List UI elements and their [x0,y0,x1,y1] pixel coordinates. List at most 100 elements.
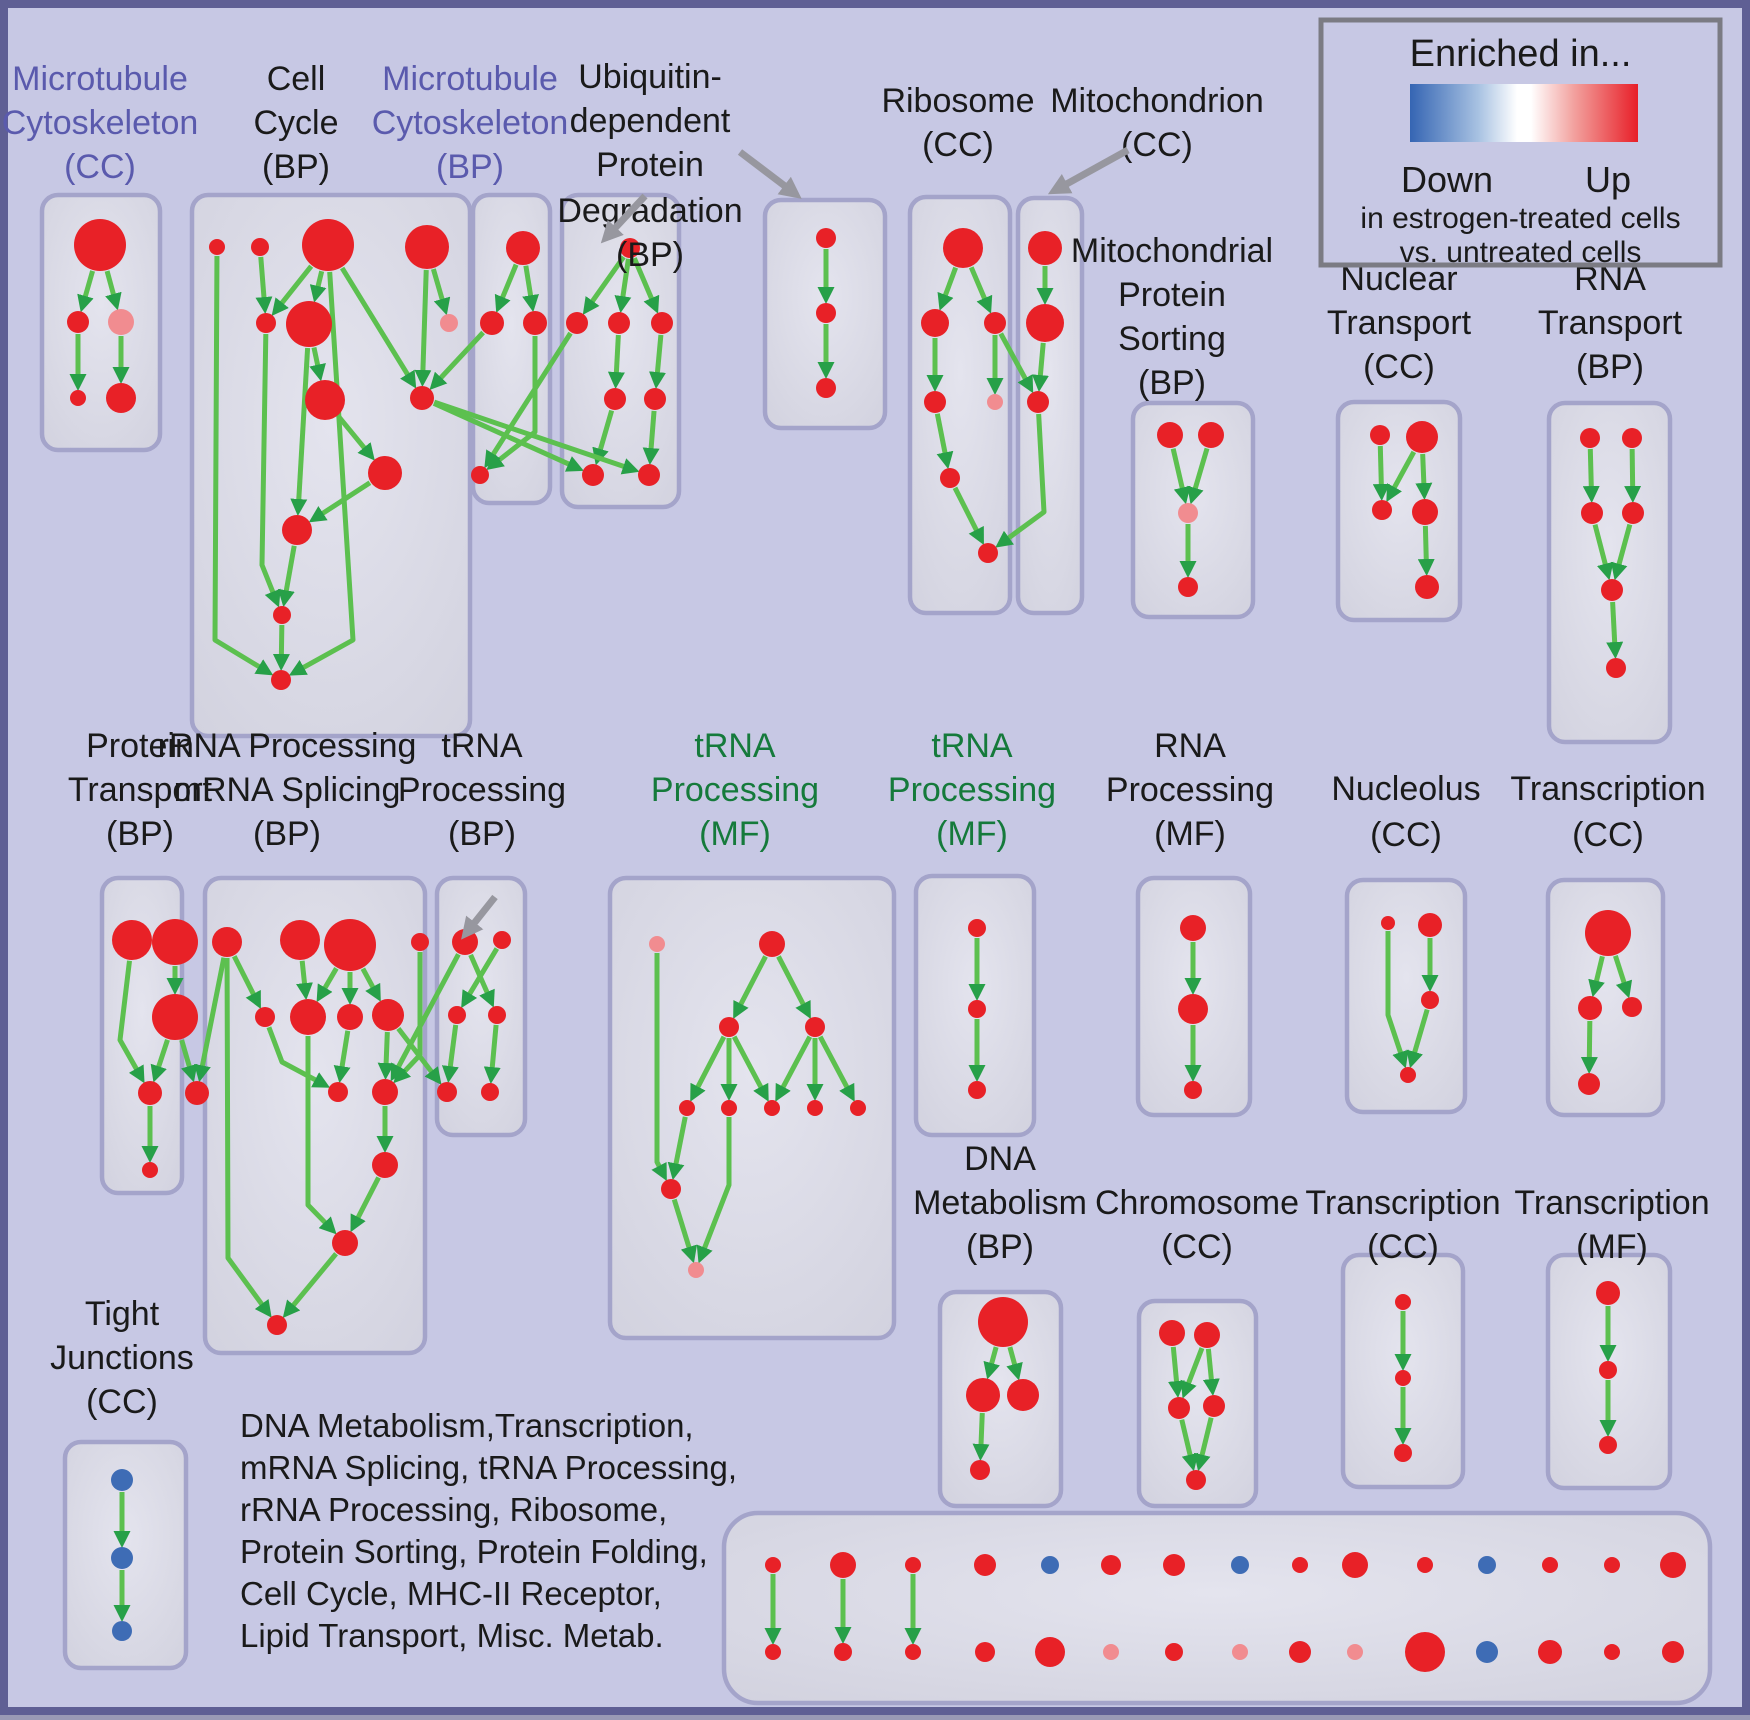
go-term-node-ms1 [1157,422,1183,448]
go-term-node-tc2 [1578,996,1602,1020]
go-term-node-m6 [721,1100,737,1116]
edge-nt2-nt4 [1423,454,1424,484]
go-term-node-wb1 [765,1644,781,1660]
cluster-label-line: (CC) [1121,126,1193,164]
go-term-node-A2 [67,311,89,333]
go-term-node-rt2 [1622,428,1642,448]
edge-u3-u5 [616,335,618,373]
go-term-node-wb6 [1103,1644,1119,1660]
go-term-node-nt2 [1406,421,1438,453]
go-term-node-p4 [138,1081,162,1105]
cluster-label-line: dependent [570,102,731,140]
go-term-node-mb2 [480,311,504,335]
go-term-node-m3 [719,1017,739,1037]
cluster-label-line: Nucleolus [1331,770,1480,808]
go-term-node-mb1 [506,231,540,265]
go-term-node-wb13 [1538,1640,1562,1664]
go-term-node-y2 [1599,1361,1617,1379]
go-term-node-ms3 [1178,503,1198,523]
go-term-node-c6 [286,301,332,347]
cluster-label-line: (BP) [262,148,330,186]
go-term-node-m1 [649,936,665,952]
edge-nt4-nt5 [1425,526,1426,560]
edge-h2-h4 [1208,1349,1211,1380]
cluster-label-line: Cell [267,60,326,98]
cluster-label-line: (BP) [106,815,174,853]
edge-d2-d4 [981,1413,982,1445]
cluster-label-line: mRNA Splicing [174,771,401,809]
go-term-node-wt1 [765,1557,781,1573]
go-term-node-c11 [282,515,312,545]
go-term-node-p5 [185,1081,209,1105]
legend-text: in estrogen-treated cells [1360,202,1680,235]
go-term-node-wt15 [1660,1552,1686,1578]
go-term-node-mt2 [1026,304,1064,342]
go-term-node-c9 [410,386,434,410]
cluster-label-line: (MF) [936,815,1008,853]
go-term-node-A3 [108,309,134,335]
go-term-node-wb5 [1035,1637,1065,1667]
misc-terms-note-line: Cell Cycle, MHC-II Receptor, [240,1575,662,1612]
go-term-node-mt3 [1027,391,1049,413]
cluster-label-line: (CC) [1370,816,1442,854]
go-term-node-m9 [850,1100,866,1116]
go-term-node-p6 [142,1162,158,1178]
go-term-node-nu2 [1418,913,1442,937]
go-term-node-c1 [209,239,225,255]
go-term-node-wt12 [1478,1556,1496,1574]
go-term-node-rt6 [1606,658,1626,678]
go-term-node-nu1 [1381,916,1395,930]
go-term-node-d1 [978,1297,1028,1347]
go-term-node-r8 [372,999,404,1031]
go-term-node-t4 [488,1006,506,1024]
go-term-node-h2 [1194,1322,1220,1348]
cluster-label-line: (BP) [966,1228,1034,1266]
go-term-node-c10 [368,456,402,490]
cluster-label-line: Transport [1538,304,1683,342]
cluster-label-line: DNA [964,1140,1036,1178]
go-term-node-wb2 [834,1643,852,1661]
go-term-node-rb1 [943,228,983,268]
cluster-label-line: Chromosome [1095,1184,1299,1222]
cluster-label-line: Protein [1118,276,1226,314]
go-term-node-nt5 [1415,575,1439,599]
misc-terms-note-line: Protein Sorting, Protein Folding, [240,1533,708,1570]
go-term-node-wb3 [905,1644,921,1660]
go-term-node-r10 [372,1079,398,1105]
go-term-node-u2 [566,312,588,334]
cluster-label-line: (CC) [86,1383,158,1421]
edge-c4-c9 [423,270,426,371]
go-term-node-r7 [337,1004,363,1030]
cluster-label-line: Transcription [1514,1184,1709,1222]
edge-rt2-rt4 [1632,449,1633,487]
go-term-node-rb2 [921,309,949,337]
go-term-node-wb15 [1662,1641,1684,1663]
legend-gradient-bar [1410,84,1638,142]
go-term-node-nt4 [1412,499,1438,525]
edge-u6-u8 [651,411,654,449]
go-term-node-A1 [74,219,126,271]
go-term-node-rp2 [1178,994,1208,1024]
go-term-node-v3 [816,378,836,398]
go-term-node-r12 [332,1230,358,1256]
cluster-label-line: (BP) [436,148,504,186]
cluster-label-line: (CC) [922,126,994,164]
go-term-node-s1 [968,919,986,937]
go-term-node-u4 [651,312,673,334]
edge-r8-r10 [386,1032,387,1064]
go-term-node-s2 [968,1000,986,1018]
go-term-node-wt11 [1417,1557,1433,1573]
go-term-node-nu4 [1400,1067,1416,1083]
go-term-node-rb4 [924,391,946,413]
cluster-label-line: Mitochondrion [1050,82,1264,120]
go-term-node-p2 [152,919,198,965]
go-term-node-x3 [1394,1444,1412,1462]
go-term-node-rb7 [978,543,998,563]
cluster-label-line: (CC) [64,148,136,186]
cluster-label-line: Processing [398,771,566,809]
edge-nt1-nt3 [1380,446,1381,485]
cluster-label-line: Metabolism [913,1184,1087,1222]
edge-rt1-rt3 [1590,449,1591,487]
